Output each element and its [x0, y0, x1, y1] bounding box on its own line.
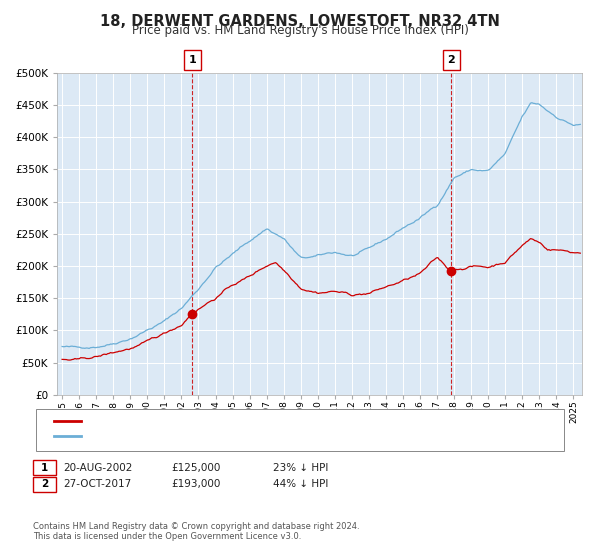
- Text: 2: 2: [41, 479, 48, 489]
- Text: 1: 1: [188, 55, 196, 65]
- Text: 2: 2: [448, 55, 455, 65]
- Text: 27-OCT-2017: 27-OCT-2017: [63, 479, 131, 489]
- Text: 1: 1: [41, 463, 48, 473]
- Text: 23% ↓ HPI: 23% ↓ HPI: [273, 463, 328, 473]
- Text: Price paid vs. HM Land Registry's House Price Index (HPI): Price paid vs. HM Land Registry's House …: [131, 24, 469, 37]
- Text: £125,000: £125,000: [171, 463, 220, 473]
- Text: Contains HM Land Registry data © Crown copyright and database right 2024.
This d: Contains HM Land Registry data © Crown c…: [33, 522, 359, 542]
- Text: 18, DERWENT GARDENS, LOWESTOFT, NR32 4TN: 18, DERWENT GARDENS, LOWESTOFT, NR32 4TN: [100, 14, 500, 29]
- Text: 18, DERWENT GARDENS, LOWESTOFT, NR32 4TN (detached house): 18, DERWENT GARDENS, LOWESTOFT, NR32 4TN…: [87, 416, 437, 426]
- Text: 20-AUG-2002: 20-AUG-2002: [63, 463, 133, 473]
- Text: £193,000: £193,000: [171, 479, 220, 489]
- Text: 44% ↓ HPI: 44% ↓ HPI: [273, 479, 328, 489]
- Text: HPI: Average price, detached house, East Suffolk: HPI: Average price, detached house, East…: [87, 431, 342, 441]
